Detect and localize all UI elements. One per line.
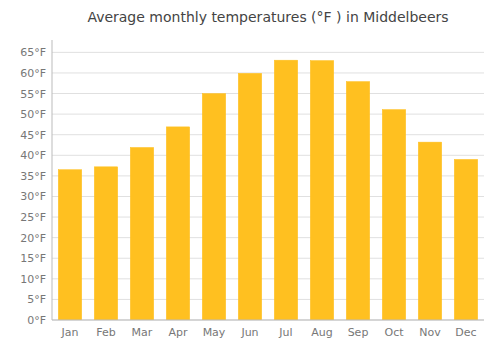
bar <box>202 94 225 320</box>
y-tick-label: 45°F <box>20 129 46 142</box>
y-tick-label: 50°F <box>20 108 46 121</box>
y-tick-label: 65°F <box>20 46 46 59</box>
y-axis: 0°F 5°F 10°F 15°F 20°F 25°F 30°F 35°F 40°F 45°F 50… <box>20 46 46 327</box>
x-tick-label: May <box>203 326 226 339</box>
x-tick-label: Oct <box>384 326 404 339</box>
y-tick-label: 55°F <box>20 88 46 101</box>
y-tick-label: 35°F <box>20 170 46 183</box>
grid-line <box>52 93 484 94</box>
title: Average monthly temperatures (°F ) in Mi… <box>87 9 448 25</box>
x-tick-label: Jan <box>61 326 79 339</box>
x-axis-line <box>52 320 484 321</box>
x-tick-label: Nov <box>419 326 441 339</box>
bar <box>454 159 477 320</box>
chart-container: Average monthly temperatures (°F ) in Mi… <box>0 0 500 350</box>
bar <box>382 110 405 320</box>
y-tick-label: 25°F <box>20 211 46 224</box>
y-tick-label: 40°F <box>20 149 46 162</box>
y-tick-label: 60°F <box>20 67 46 80</box>
grid-line <box>52 52 484 53</box>
grid-line <box>52 72 484 73</box>
x-tick-label: Aug <box>311 326 332 339</box>
chart: Average monthly temperatures (°F ) in Mi… <box>0 0 500 350</box>
x-tick-label: Jun <box>240 326 258 339</box>
bar <box>58 170 81 320</box>
grid <box>52 52 484 320</box>
x-tick-label: Mar <box>132 326 153 339</box>
y-tick-label: 0°F <box>27 314 46 327</box>
bar <box>166 127 189 320</box>
grid-line <box>52 134 484 135</box>
bar <box>310 61 333 320</box>
bar <box>346 82 369 320</box>
bars <box>58 60 477 320</box>
y-tick-label: 20°F <box>20 232 46 245</box>
x-tick-label: Jul <box>278 326 292 339</box>
bar <box>418 142 441 320</box>
x-tick-label: Dec <box>455 326 476 339</box>
bar <box>238 73 261 320</box>
y-tick-label: 10°F <box>20 273 46 286</box>
y-tick-label: 30°F <box>20 190 46 203</box>
x-tick-label: Apr <box>168 326 188 339</box>
y-tick-label: 5°F <box>27 293 46 306</box>
bar <box>94 167 117 320</box>
grid-line <box>52 320 484 321</box>
bar <box>130 147 153 320</box>
y-tick-label: 15°F <box>20 252 46 265</box>
grid-line <box>52 114 484 115</box>
y-axis-line <box>52 40 53 320</box>
x-axis: Jan Feb Mar Apr May Jun Jul Aug Sep Oct Nov Dec <box>61 326 477 339</box>
x-tick-label: Sep <box>348 326 369 339</box>
x-tick-label: Feb <box>96 326 115 339</box>
bar <box>274 60 297 320</box>
